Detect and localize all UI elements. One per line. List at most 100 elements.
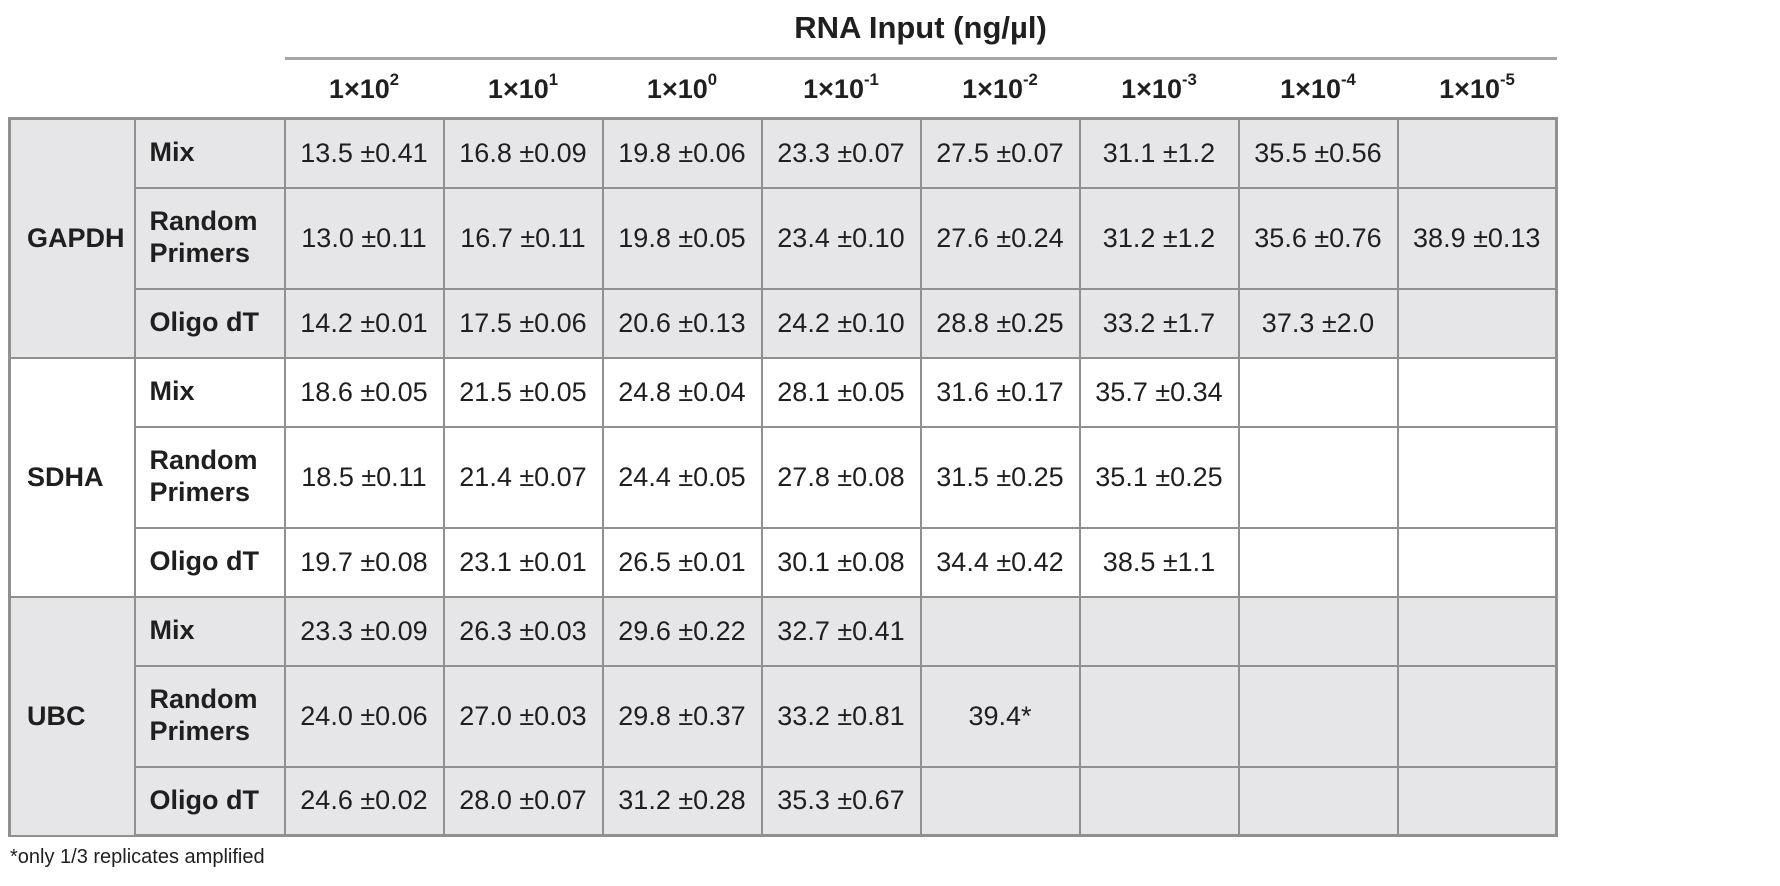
column-header-base: 1×10: [328, 73, 390, 104]
table-head: RNA Input (ng/µl) 1×102 1×101 1×100 1×10-1 1…: [9, 6, 1557, 119]
data-cell: 26.3 ±0.03: [442, 595, 604, 667]
column-header: 1×10-3: [1079, 58, 1239, 119]
header-spacer: [9, 58, 285, 119]
column-header: 1×10-5: [1397, 58, 1557, 119]
table-row: Oligo dT 24.6 ±0.02 28.0 ±0.07 31.2 ±0.28 35…: [10, 765, 1558, 837]
table-row: Random Primers 24.0 ±0.06 27.0 ±0.03 29.8 ±…: [10, 664, 1558, 768]
data-cell: 14.2 ±0.01: [283, 287, 445, 359]
data-cell: 24.6 ±0.02: [283, 765, 445, 837]
primer-label: Random Primers: [133, 186, 286, 290]
data-cell: [1396, 356, 1558, 428]
column-header-base: 1×10: [962, 73, 1023, 104]
data-cell: 27.0 ±0.03: [442, 664, 604, 768]
data-cell: [1078, 765, 1240, 837]
data-cell: [1396, 425, 1558, 529]
data-cell: 33.2 ±1.7: [1078, 287, 1240, 359]
data-cell: 23.4 ±0.10: [760, 186, 922, 290]
primer-label: Random Primers: [133, 425, 286, 529]
data-cell: 30.1 ±0.08: [760, 526, 922, 598]
primer-label: Mix: [133, 117, 286, 189]
header-rule: RNA Input (ng/µl): [284, 6, 1557, 60]
column-header: 1×101: [443, 58, 603, 119]
data-cell: [1396, 664, 1558, 768]
data-cell: 32.7 ±0.41: [760, 595, 922, 667]
primer-label: Mix: [133, 595, 286, 667]
gene-label: SDHA: [8, 356, 136, 598]
data-cell: 23.3 ±0.07: [760, 117, 922, 189]
table-row: Random Primers 13.0 ±0.11 16.7 ±0.11 19.8 ±…: [10, 186, 1558, 290]
column-header-exponent: 1: [548, 70, 559, 89]
data-cell: 31.2 ±0.28: [601, 765, 763, 837]
column-header: 1×10-4: [1238, 58, 1398, 119]
column-header-exponent: -1: [863, 70, 879, 89]
data-cell: [1237, 595, 1399, 667]
data-cell: [1237, 765, 1399, 837]
primer-label: Mix: [133, 356, 286, 428]
column-header-base: 1×10: [1439, 73, 1500, 104]
primer-label: Random Primers: [133, 664, 286, 768]
column-header-base: 1×10: [1280, 73, 1341, 104]
data-cell: 31.5 ±0.25: [919, 425, 1081, 529]
data-cell: 28.0 ±0.07: [442, 765, 604, 837]
column-header-exponent: -5: [1499, 70, 1515, 89]
column-header-row: 1×102 1×101 1×100 1×10-1 1×10-2 1×10-3 1×10-4 1…: [9, 58, 1557, 119]
data-cell: 13.0 ±0.11: [283, 186, 445, 290]
data-cell: 35.6 ±0.76: [1237, 186, 1399, 290]
title-row: RNA Input (ng/µl): [9, 6, 1557, 60]
data-cell: 28.1 ±0.05: [760, 356, 922, 428]
data-cell: 20.6 ±0.13: [601, 287, 763, 359]
data-cell: [919, 765, 1081, 837]
data-cell: 39.4*: [919, 664, 1081, 768]
data-cell: 35.7 ±0.34: [1078, 356, 1240, 428]
column-header-exponent: 2: [389, 70, 400, 89]
data-cell: 31.1 ±1.2: [1078, 117, 1240, 189]
data-cell: 24.8 ±0.04: [601, 356, 763, 428]
data-cell: 38.9 ±0.13: [1396, 186, 1558, 290]
table-row: Oligo dT 19.7 ±0.08 23.1 ±0.01 26.5 ±0.01 30…: [10, 526, 1558, 598]
data-cell: 19.8 ±0.06: [601, 117, 763, 189]
column-header-base: 1×10: [646, 73, 708, 104]
data-cell: 19.7 ±0.08: [283, 526, 445, 598]
data-cell: 18.5 ±0.11: [283, 425, 445, 529]
rna-input-table: RNA Input (ng/µl) 1×102 1×101 1×100 1×10-1 1…: [8, 6, 1558, 837]
column-header-exponent: -2: [1022, 70, 1038, 89]
table-body: GAPDH Mix 13.5 ±0.41 16.8 ±0.09 19.8 ±0.06 23…: [8, 117, 1558, 837]
table-row: Random Primers 18.5 ±0.11 21.4 ±0.07 24.4 ±…: [10, 425, 1558, 529]
primer-label: Oligo dT: [133, 526, 286, 598]
data-cell: [919, 595, 1081, 667]
column-header-exponent: -3: [1181, 70, 1197, 89]
column-header-exponent: -4: [1340, 70, 1356, 89]
column-header: 1×10-2: [920, 58, 1080, 119]
data-cell: 24.4 ±0.05: [601, 425, 763, 529]
data-cell: 13.5 ±0.41: [283, 117, 445, 189]
data-cell: 35.5 ±0.56: [1237, 117, 1399, 189]
data-cell: 27.8 ±0.08: [760, 425, 922, 529]
column-header: 1×10-1: [761, 58, 921, 119]
data-cell: 33.2 ±0.81: [760, 664, 922, 768]
data-cell: 26.5 ±0.01: [601, 526, 763, 598]
column-header-base: 1×10: [487, 73, 549, 104]
column-header: 1×102: [284, 58, 444, 119]
column-header-base: 1×10: [1121, 73, 1182, 104]
data-cell: 35.3 ±0.67: [760, 765, 922, 837]
primer-label: Oligo dT: [133, 765, 286, 837]
table-title: RNA Input (ng/µl): [794, 10, 1047, 45]
data-cell: 24.2 ±0.10: [760, 287, 922, 359]
header-spacer: [9, 6, 285, 59]
data-cell: 27.6 ±0.24: [919, 186, 1081, 290]
column-header-exponent: 0: [707, 70, 718, 89]
data-cell: 29.8 ±0.37: [601, 664, 763, 768]
gene-label: UBC: [8, 595, 136, 837]
data-cell: [1396, 117, 1558, 189]
data-cell: 31.6 ±0.17: [919, 356, 1081, 428]
data-cell: [1078, 664, 1240, 768]
data-cell: 18.6 ±0.05: [283, 356, 445, 428]
data-cell: 19.8 ±0.05: [601, 186, 763, 290]
data-cell: 37.3 ±2.0: [1237, 287, 1399, 359]
data-cell: 27.5 ±0.07: [919, 117, 1081, 189]
data-cell: 23.1 ±0.01: [442, 526, 604, 598]
data-cell: [1396, 595, 1558, 667]
data-cell: 38.5 ±1.1: [1078, 526, 1240, 598]
data-cell: [1396, 765, 1558, 837]
data-cell: 21.5 ±0.05: [442, 356, 604, 428]
